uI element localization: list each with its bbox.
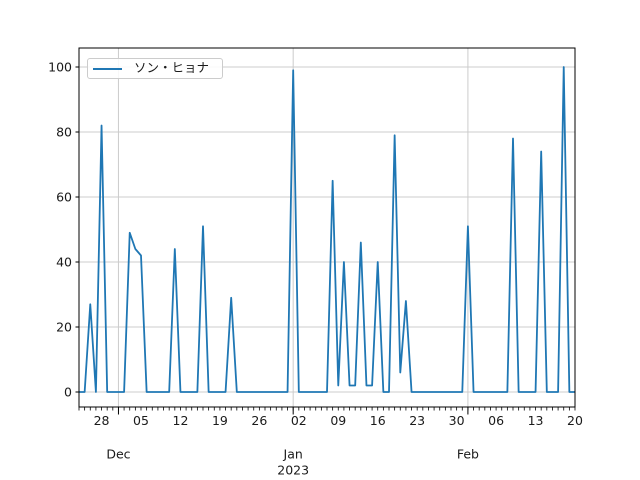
legend-label: ソン・ヒョナ: [134, 60, 210, 76]
x-tick-label: 30: [449, 413, 465, 428]
x-tick-label: 12: [173, 413, 189, 428]
y-tick-label: 0: [64, 384, 72, 399]
x-tick-label: 13: [528, 413, 544, 428]
x-tick-label: 26: [251, 413, 267, 428]
x-month-label: Dec: [106, 447, 130, 462]
x-month-label: Jan: [283, 447, 303, 462]
y-tick-label: 60: [56, 189, 72, 204]
y-tick-label: 80: [56, 124, 72, 139]
x-tick-label: 05: [133, 413, 149, 428]
data-line: [79, 66, 575, 393]
x-tick-label: 20: [567, 413, 583, 428]
x-month-label: Feb: [457, 447, 479, 462]
x-year-label: 2023: [277, 463, 309, 478]
y-tick-label: 40: [56, 254, 72, 269]
x-tick-label: 02: [291, 413, 307, 428]
x-tick-label: 23: [409, 413, 425, 428]
x-tick-label: 16: [370, 413, 386, 428]
axes-border: [78, 47, 576, 408]
x-tick-label: 09: [330, 413, 346, 428]
legend: ソン・ヒョナ: [87, 58, 223, 79]
y-tick-label: 100: [48, 59, 72, 74]
x-tick-label: 06: [488, 413, 504, 428]
y-tick-label: 20: [56, 319, 72, 334]
legend-line-swatch: [93, 67, 122, 70]
x-tick-label: 19: [212, 413, 228, 428]
x-tick-label: 28: [94, 413, 110, 428]
